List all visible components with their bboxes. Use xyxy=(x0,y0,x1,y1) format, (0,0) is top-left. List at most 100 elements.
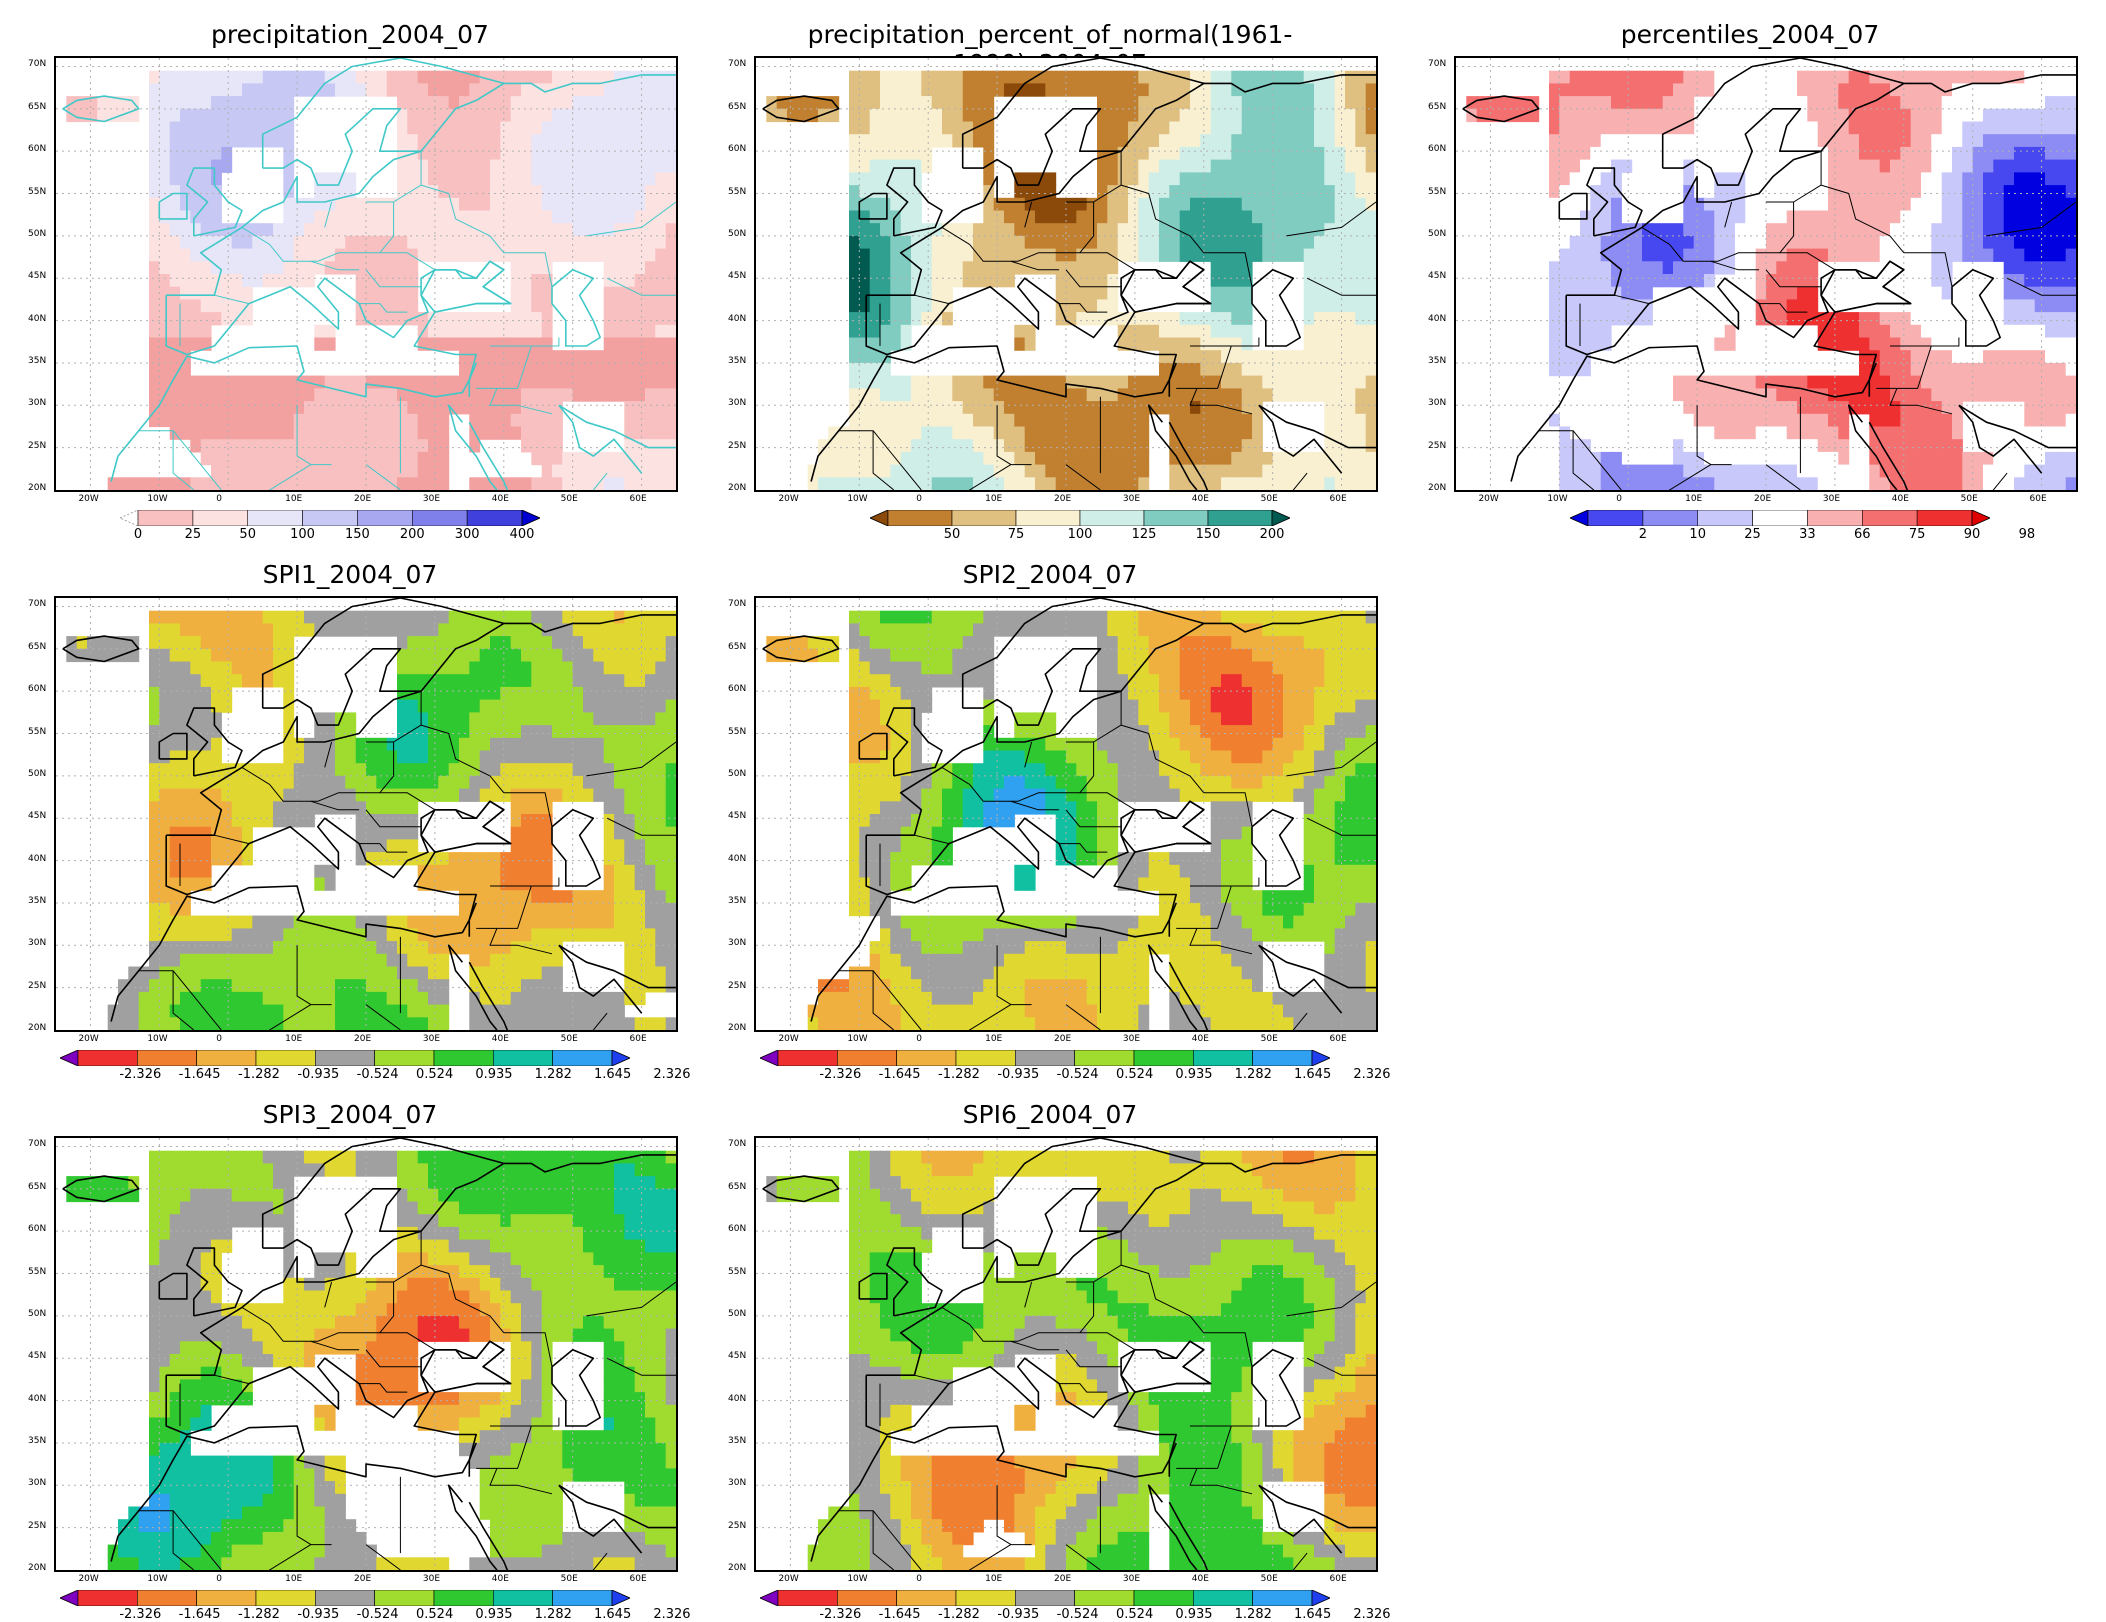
lon-tick-label: 30E xyxy=(1823,494,1840,504)
lat-tick-label: 45N xyxy=(28,271,46,281)
map-frame xyxy=(1454,56,2078,492)
lon-tick-label: 40E xyxy=(1192,1034,1209,1044)
lat-tick-label: 20N xyxy=(728,1023,746,1033)
lon-tick-label: 50E xyxy=(561,1034,578,1044)
lat-tick-label: 20N xyxy=(728,1563,746,1573)
lon-tick-label: 60E xyxy=(1330,1574,1347,1584)
lat-tick-label: 50N xyxy=(728,1309,746,1319)
lat-tick-label: 60N xyxy=(728,144,746,154)
lat-tick-label: 50N xyxy=(28,1309,46,1319)
lat-tick-label: 40N xyxy=(28,1394,46,1404)
lat-tick-label: 65N xyxy=(28,642,46,652)
lat-tick-label: 45N xyxy=(728,811,746,821)
lat-tick-label: 20N xyxy=(728,483,746,493)
lon-tick-label: 30E xyxy=(1123,494,1140,504)
lon-tick-label: 20W xyxy=(778,494,798,504)
lat-tick-label: 35N xyxy=(1428,356,1446,366)
lon-tick-label: 10W xyxy=(847,1034,867,1044)
map-frame xyxy=(54,596,678,1032)
panel-title: percentiles_2004_07 xyxy=(1420,20,2080,49)
lon-tick-label: 60E xyxy=(630,1574,647,1584)
lat-tick-label: 50N xyxy=(28,229,46,239)
panel-title: SPI2_2004_07 xyxy=(720,560,1380,589)
lat-tick-label: 25N xyxy=(728,981,746,991)
lat-tick-label: 40N xyxy=(28,314,46,324)
lat-tick-label: 45N xyxy=(28,1351,46,1361)
lat-tick-label: 60N xyxy=(28,684,46,694)
lon-tick-label: 30E xyxy=(1123,1574,1140,1584)
lat-tick-label: 60N xyxy=(728,684,746,694)
lat-tick-label: 35N xyxy=(28,356,46,366)
colorbar-label: 10 xyxy=(1680,527,1716,542)
lat-tick-label: 45N xyxy=(1428,271,1446,281)
map-svg xyxy=(56,598,676,1030)
panel-title: SPI3_2004_07 xyxy=(20,1100,680,1129)
lon-tick-label: 10E xyxy=(985,1574,1002,1584)
lon-tick-label: 20W xyxy=(1478,494,1498,504)
lon-tick-label: 20E xyxy=(1054,1034,1071,1044)
lat-tick-label: 55N xyxy=(28,187,46,197)
lat-tick-label: 60N xyxy=(28,144,46,154)
lat-tick-label: 30N xyxy=(28,398,46,408)
lon-tick-label: 20W xyxy=(78,494,98,504)
lat-tick-label: 60N xyxy=(1428,144,1446,154)
lon-tick-label: 10W xyxy=(1547,494,1567,504)
lon-tick-label: 20W xyxy=(778,1574,798,1584)
lon-tick-label: 20E xyxy=(354,494,371,504)
lat-tick-label: 60N xyxy=(728,1224,746,1234)
lon-tick-label: 20W xyxy=(78,1574,98,1584)
lat-tick-label: 35N xyxy=(28,1436,46,1446)
lat-tick-label: 40N xyxy=(728,314,746,324)
colorbar-svg xyxy=(1570,510,1990,526)
lat-tick-label: 70N xyxy=(728,599,746,609)
colorbar-label: 2 xyxy=(1625,527,1661,542)
lat-tick-label: 50N xyxy=(728,769,746,779)
map-frame xyxy=(54,56,678,492)
lon-tick-label: 40E xyxy=(492,1034,509,1044)
lon-tick-label: 20E xyxy=(1054,1574,1071,1584)
lon-tick-label: 50E xyxy=(1261,1574,1278,1584)
lon-tick-label: 30E xyxy=(423,1034,440,1044)
lon-tick-label: 10E xyxy=(985,1034,1002,1044)
panel-title: precipitation_2004_07 xyxy=(20,20,680,49)
lat-tick-label: 30N xyxy=(28,938,46,948)
lon-tick-label: 0 xyxy=(1616,494,1622,504)
lon-tick-label: 20E xyxy=(1754,494,1771,504)
colorbar-svg xyxy=(870,510,1290,526)
lon-tick-label: 20W xyxy=(78,1034,98,1044)
lat-tick-label: 55N xyxy=(28,727,46,737)
lat-tick-label: 20N xyxy=(28,483,46,493)
lat-tick-label: 65N xyxy=(1428,102,1446,112)
lat-tick-label: 35N xyxy=(28,896,46,906)
map-svg xyxy=(56,1138,676,1570)
lat-tick-label: 35N xyxy=(728,896,746,906)
colorbar-svg xyxy=(60,1590,630,1606)
lon-tick-label: 30E xyxy=(1123,1034,1140,1044)
lat-tick-label: 20N xyxy=(28,1023,46,1033)
colorbar-label: 98 xyxy=(2009,527,2045,542)
lat-tick-label: 40N xyxy=(28,854,46,864)
colorbar-svg xyxy=(60,1050,630,1066)
lat-tick-label: 20N xyxy=(28,1563,46,1573)
lat-tick-label: 35N xyxy=(728,356,746,366)
lat-tick-label: 70N xyxy=(1428,59,1446,69)
lat-tick-label: 30N xyxy=(1428,398,1446,408)
lon-tick-label: 0 xyxy=(916,1034,922,1044)
lon-tick-label: 50E xyxy=(1261,494,1278,504)
lon-tick-label: 40E xyxy=(1892,494,1909,504)
lat-tick-label: 65N xyxy=(28,102,46,112)
map-panel-p2: precipitation_percent_of_normal(1961-199… xyxy=(700,0,1390,540)
lon-tick-label: 20E xyxy=(1054,494,1071,504)
lat-tick-label: 25N xyxy=(728,1521,746,1531)
lon-tick-label: 10W xyxy=(147,1574,167,1584)
lon-tick-label: 10E xyxy=(985,494,1002,504)
lat-tick-label: 40N xyxy=(1428,314,1446,324)
lat-tick-label: 50N xyxy=(28,769,46,779)
lat-tick-label: 50N xyxy=(728,229,746,239)
